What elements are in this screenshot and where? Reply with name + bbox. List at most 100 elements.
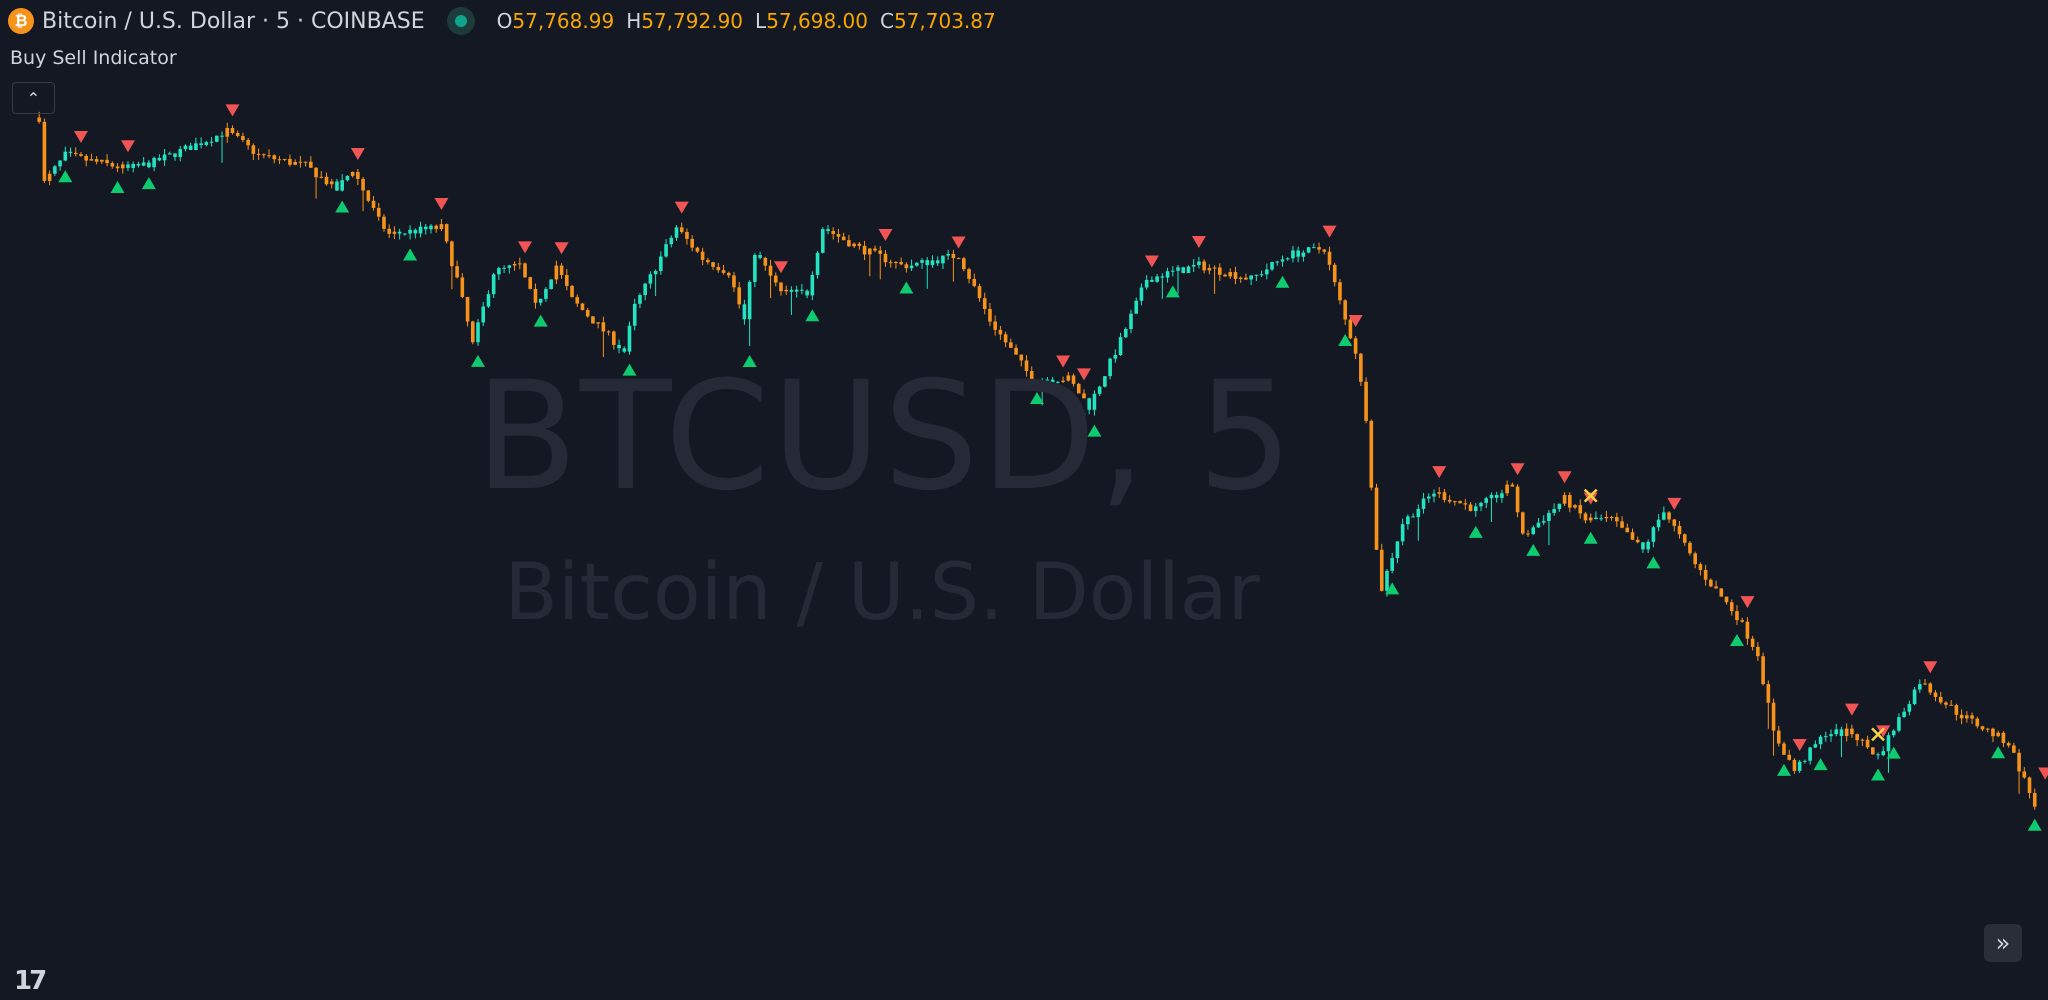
double-chevron-right-icon: »	[1995, 929, 2011, 957]
candle-body	[1651, 527, 1656, 542]
symbol-title[interactable]: Bitcoin / U.S. Dollar · 5 · COINBASE	[42, 8, 425, 34]
buy-signal-marker	[1646, 556, 1661, 569]
buy-signal-marker	[1385, 582, 1400, 595]
candle-body	[800, 289, 804, 291]
sell-signal-marker	[350, 147, 365, 160]
candle-body	[1395, 541, 1400, 559]
candle-body	[1280, 259, 1285, 262]
buy-signal-marker	[1165, 285, 1180, 298]
candle-body	[1797, 761, 1802, 771]
candle-body	[1667, 512, 1671, 520]
candle-body	[1432, 493, 1436, 497]
candle-body	[387, 228, 391, 234]
candle-body	[648, 274, 653, 284]
close-label: C	[879, 9, 894, 33]
candle-body	[1552, 509, 1556, 513]
high-label: H	[626, 9, 642, 33]
candle-body	[956, 258, 961, 260]
sell-signal-marker	[120, 140, 135, 153]
cross-signal-marker	[1871, 727, 1885, 742]
sell-signal-marker	[225, 104, 240, 117]
candle-body	[1662, 512, 1666, 520]
sell-signal-marker	[434, 198, 449, 211]
candle-body	[643, 283, 647, 296]
candle-body	[1312, 247, 1316, 249]
candle-body	[1965, 715, 1969, 719]
candle-body	[465, 296, 470, 322]
candle-body	[293, 161, 297, 165]
candle-body	[1672, 519, 1677, 526]
candle-body	[1703, 569, 1708, 580]
candle-body	[1536, 522, 1541, 528]
candle-body	[1212, 267, 1217, 269]
scroll-to-latest-button[interactable]: »	[1984, 924, 2022, 962]
candle-body	[1061, 380, 1065, 382]
candle-body	[1547, 512, 1551, 521]
candle-body	[183, 145, 188, 150]
buy-signal-marker	[1886, 746, 1901, 759]
candle-body	[251, 145, 256, 154]
candle-body	[1996, 732, 2000, 737]
candle-body	[1923, 683, 1927, 685]
sell-signal-marker	[674, 201, 689, 214]
candle-body	[721, 270, 726, 273]
candle-body	[669, 237, 674, 245]
candle-body	[256, 153, 261, 155]
candle-body	[1573, 505, 1577, 508]
sell-signal-marker	[1583, 492, 1598, 505]
candle-body	[73, 152, 78, 155]
candle-body	[1829, 734, 1833, 737]
candle-body	[1599, 518, 1603, 520]
candle-body	[716, 266, 721, 271]
candle-body	[1374, 487, 1379, 550]
buy-signal-marker	[1729, 634, 1744, 647]
cross-signal-marker	[1583, 488, 1598, 503]
buy-signal-marker	[2027, 818, 2042, 831]
candle-body	[42, 121, 47, 181]
candle-body	[230, 127, 235, 134]
candle-body	[1714, 586, 1718, 589]
candle-body	[1698, 564, 1703, 570]
candle-body	[1500, 493, 1504, 498]
candle-body	[397, 231, 402, 234]
candle-body	[1938, 696, 1943, 703]
tradingview-logo[interactable]: 17	[14, 966, 47, 996]
candle-body	[147, 162, 151, 168]
market-status-icon[interactable]	[446, 7, 475, 35]
candle-body	[972, 278, 977, 287]
candle-body	[549, 279, 553, 290]
candle-body	[1108, 358, 1112, 377]
candle-body	[899, 262, 903, 265]
collapse-legend-button[interactable]: ⌃	[12, 82, 55, 114]
candle-body	[732, 275, 736, 288]
candle-body	[455, 266, 459, 278]
indicator-legend[interactable]: Buy Sell Indicator	[10, 47, 177, 69]
candle-body	[638, 295, 642, 304]
candle-body	[1181, 267, 1186, 274]
candle-body	[1071, 375, 1076, 384]
candle-body	[110, 163, 115, 167]
candle-body	[1285, 258, 1290, 260]
candle-body	[873, 248, 877, 251]
candle-body	[345, 175, 350, 181]
buy-signal-marker	[533, 314, 548, 327]
candle-body	[434, 225, 439, 230]
candle-body	[962, 258, 966, 270]
candle-body	[1123, 329, 1128, 338]
sell-signal-marker	[951, 236, 966, 249]
candle-body	[1306, 247, 1311, 253]
buy-signal-marker	[1087, 424, 1102, 437]
candle-body	[1421, 498, 1426, 509]
candle-body	[1348, 319, 1353, 339]
candle-body	[1327, 251, 1332, 265]
candle-body	[920, 260, 924, 263]
candle-body	[805, 290, 809, 296]
candle-body	[1442, 492, 1447, 500]
candle-body	[1343, 300, 1347, 320]
candle-body	[847, 240, 851, 247]
symbol-header: ₿ Bitcoin / U.S. Dollar · 5 · COINBASE O…	[8, 6, 996, 36]
candle-body	[392, 231, 397, 234]
candle-body	[167, 153, 172, 155]
candle-body	[1912, 689, 1917, 705]
